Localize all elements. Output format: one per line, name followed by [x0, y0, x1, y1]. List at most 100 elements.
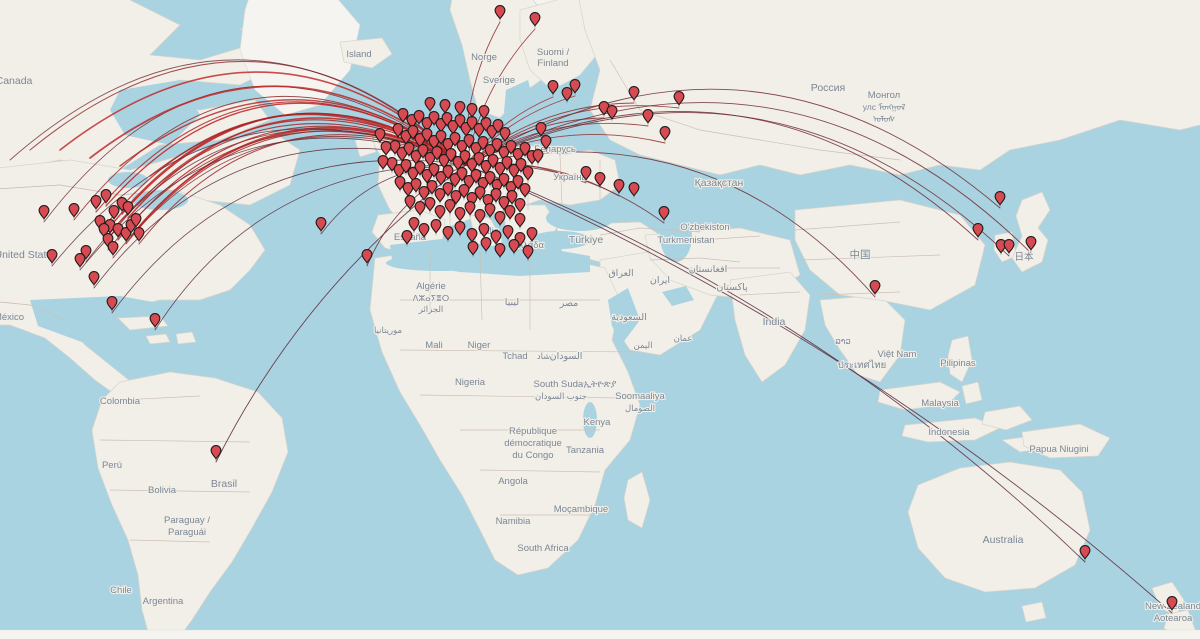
- map-pin-icon: [421, 117, 433, 134]
- map-pin-icon: [466, 192, 478, 209]
- map-pin-icon: [421, 128, 433, 145]
- map-pin-icon: [402, 182, 414, 199]
- map-pin-icon: [522, 166, 534, 183]
- map-pin-icon: [435, 130, 447, 147]
- route-arc: [465, 102, 1032, 254]
- map-pin-icon: [628, 182, 640, 199]
- map-pin-icon: [569, 79, 581, 96]
- map-pin-icon: [428, 111, 440, 128]
- map-pin-icon: [449, 132, 461, 149]
- map-pin-icon: [477, 136, 489, 153]
- map-pin-icon: [1003, 239, 1015, 256]
- map-pin-icon: [463, 134, 475, 151]
- map-pin-icon: [512, 148, 524, 165]
- map-pin-icon: [995, 239, 1007, 256]
- map-pin-icon: [454, 114, 466, 131]
- map-pin-icon: [80, 245, 92, 262]
- map-pin-icon: [628, 86, 640, 103]
- map-pin-icon: [100, 189, 112, 206]
- map-pin-icon: [466, 158, 478, 175]
- map-pin-icon: [498, 196, 510, 213]
- map-pin-icon: [438, 154, 450, 171]
- map-pin-icon: [406, 114, 418, 131]
- map-pin-icon: [418, 186, 430, 203]
- map-pin-icon: [470, 169, 482, 186]
- map-pin-icon: [458, 184, 470, 201]
- map-pin-icon: [1025, 236, 1037, 253]
- map-pin-icon: [474, 209, 486, 226]
- map-pin-icon: [424, 97, 436, 114]
- map-pin-icon: [519, 183, 531, 200]
- map-pin-icon: [606, 105, 618, 122]
- map-pin-icon: [442, 165, 454, 182]
- map-pin-icon: [478, 223, 490, 240]
- map-pin-icon: [410, 178, 422, 195]
- map-pin-icon: [473, 152, 485, 169]
- map-pin-icon: [480, 117, 492, 134]
- map-pin-icon: [414, 201, 426, 218]
- map-pin-icon: [454, 221, 466, 238]
- map-pin-icon: [478, 105, 490, 122]
- map-pin-icon: [514, 198, 526, 215]
- map-pin-icon: [400, 159, 412, 176]
- map-pin-icon: [487, 154, 499, 171]
- map-pin-icon: [494, 211, 506, 228]
- map-pin-icon: [122, 201, 134, 218]
- map-pin-icon: [408, 217, 420, 234]
- map-pin-icon: [508, 164, 520, 181]
- map-pin-icon: [68, 203, 80, 220]
- map-pin-icon: [315, 217, 327, 234]
- map-pin-icon: [98, 223, 110, 240]
- map-pin-icon: [456, 140, 468, 157]
- map-pin-icon: [613, 179, 625, 196]
- map-pin-icon: [442, 226, 454, 243]
- map-pin-icon: [428, 135, 440, 152]
- map-pin-icon: [532, 149, 544, 166]
- map-pin-icon: [470, 142, 482, 159]
- map-pin-icon: [414, 133, 426, 150]
- map-pin-icon: [120, 227, 132, 244]
- map-pin-icon: [434, 188, 446, 205]
- map-pin-icon: [444, 199, 456, 216]
- map-pin-icon: [424, 197, 436, 214]
- map-pin-icon: [449, 173, 461, 190]
- map-pin-icon: [417, 144, 429, 161]
- map-pin-icon: [400, 130, 412, 147]
- map-pin-icon: [1079, 545, 1091, 562]
- route-arc: [465, 164, 1173, 614]
- map-pin-icon: [499, 127, 511, 144]
- map-pin-icon: [466, 116, 478, 133]
- map-pin-icon: [424, 152, 436, 169]
- map-pin-icon: [540, 135, 552, 152]
- map-pin-icon: [491, 138, 503, 155]
- route-arc: [465, 164, 1086, 563]
- map-pin-icon: [450, 190, 462, 207]
- map-pin-icon: [133, 227, 145, 244]
- map-pin-icon: [498, 173, 510, 190]
- map-pin-icon: [673, 91, 685, 108]
- map-pin-icon: [88, 271, 100, 288]
- map-pin-icon: [454, 207, 466, 224]
- map-pin-icon: [393, 164, 405, 181]
- map-pin-icon: [459, 150, 471, 167]
- map-pin-icon: [506, 190, 518, 207]
- map-pin-icon: [490, 188, 502, 205]
- map-pin-icon: [445, 148, 457, 165]
- map-pin-icon: [397, 108, 409, 125]
- map-pin-icon: [466, 103, 478, 120]
- map-pin-icon: [490, 230, 502, 247]
- map-pin-icon: [454, 101, 466, 118]
- map-pin-icon: [494, 243, 506, 260]
- map-pin-icon: [508, 239, 520, 256]
- map-pin-icon: [377, 155, 389, 172]
- map-pin-icon: [464, 201, 476, 218]
- map-pin-icon: [210, 445, 222, 462]
- map-pin-icon: [502, 225, 514, 242]
- map-pin-icon: [107, 241, 119, 258]
- map-pin-icon: [480, 160, 492, 177]
- map-pin-icon: [442, 182, 454, 199]
- map-pin-icon: [112, 223, 124, 240]
